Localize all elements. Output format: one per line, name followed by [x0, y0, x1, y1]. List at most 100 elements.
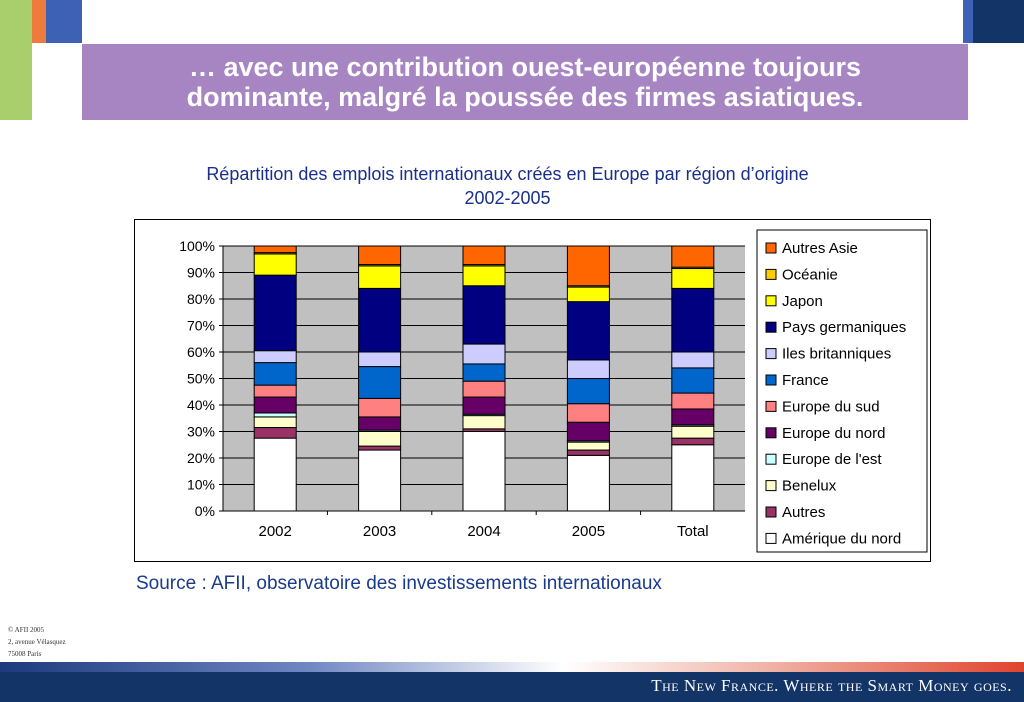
slide-title-line1: … avec une contribution ouest-européenne… — [188, 52, 862, 82]
bar-segment — [566, 245, 610, 287]
legend-swatch — [765, 480, 777, 492]
bar-segment — [358, 445, 402, 451]
legend-label: Europe du nord — [782, 425, 885, 442]
deco-orange-block — [32, 0, 46, 43]
bar-segment — [462, 363, 506, 382]
legend-swatch — [765, 374, 777, 386]
bar-segment — [566, 421, 610, 442]
bar-segment — [253, 427, 297, 439]
footer-bar — [0, 672, 1024, 702]
bar-segment — [253, 437, 297, 512]
bar-segment — [358, 265, 402, 289]
deco-right-green-strip — [968, 43, 1024, 120]
footer-slogan: The New France. Where the Smart Money go… — [651, 676, 1012, 695]
bar-segment — [253, 412, 297, 418]
bar-segment — [671, 408, 715, 426]
legend-swatch — [765, 506, 777, 518]
bar-segment — [462, 431, 506, 512]
legend-swatch — [765, 427, 777, 439]
bar-segment — [253, 396, 297, 414]
deco-right-light-block — [963, 0, 973, 43]
y-tick-label: 80% — [187, 291, 215, 307]
legend-label: Iles britanniques — [782, 346, 891, 363]
bar-segment — [671, 425, 715, 439]
x-tick-label: Total — [677, 523, 709, 540]
bar-segment — [566, 403, 610, 423]
legend-label: France — [782, 372, 829, 389]
legend-label: Autres Asie — [782, 240, 858, 257]
bar-segment — [253, 362, 297, 386]
address-line2: 2, avenue Vélasquez — [8, 638, 66, 646]
legend-swatch — [765, 453, 777, 465]
x-tick-label: 2005 — [572, 523, 605, 540]
bar-segment — [462, 245, 506, 266]
bar-segment — [566, 441, 610, 451]
bar-segment — [358, 366, 402, 399]
legend-swatch — [765, 268, 777, 280]
bar-segment — [253, 245, 297, 254]
bar-segment — [253, 253, 297, 276]
bar-segment — [253, 416, 297, 429]
legend-label: Amérique du nord — [782, 530, 901, 547]
bar-segment — [671, 392, 715, 410]
bar-segment — [462, 415, 506, 430]
legend-label: Océanie — [782, 266, 838, 283]
slide-title-line2: dominante, malgré la poussée des firmes … — [186, 82, 864, 112]
bar-segment — [358, 287, 402, 353]
bar-segment — [566, 286, 610, 303]
bar-segment — [462, 396, 506, 415]
chart-title-line2: 2002-2005 — [464, 188, 551, 208]
bar-segment — [671, 268, 715, 289]
legend-swatch — [765, 348, 777, 360]
x-tick-label: 2004 — [467, 523, 500, 540]
bar-segment — [566, 449, 610, 456]
x-tick-label: 2003 — [363, 523, 396, 540]
address-line3: 75008 Paris — [8, 650, 42, 658]
slide-title: … avec une contribution ouest-européenne… — [82, 44, 968, 120]
bar-segment — [358, 245, 402, 266]
y-tick-label: 20% — [187, 450, 215, 466]
legend-swatch — [765, 242, 777, 254]
stacked-bar-chart: 0% 10% 20% 30% 40% 50% 60% 70% 80% 90% 100% 2002 200… — [179, 229, 928, 553]
bar-segment — [462, 265, 506, 287]
bar-segment — [566, 359, 610, 379]
legend-label: Pays germaniques — [782, 319, 906, 336]
deco-right-navy-block — [973, 0, 1024, 43]
y-tick-label: 50% — [187, 371, 215, 387]
bar-segment — [671, 367, 715, 394]
y-tick-label: 60% — [187, 344, 215, 360]
y-tick-label: 100% — [179, 238, 215, 254]
y-tick-label: 10% — [187, 477, 215, 493]
legend-swatch — [765, 400, 777, 412]
source-note: Source : AFII, observatoire des investis… — [136, 573, 662, 594]
bar-segment — [671, 351, 715, 369]
y-tick-label: 30% — [187, 424, 215, 440]
bar-segment — [566, 301, 610, 361]
bar-segment — [358, 416, 402, 431]
bar-segment — [253, 274, 297, 352]
address-line1: © AFII 2005 — [8, 626, 45, 634]
bar-segment — [462, 343, 506, 365]
bar-segment — [358, 449, 402, 512]
legend-swatch — [765, 321, 777, 333]
chart-title-line1: Répartition des emplois internationaux c… — [206, 164, 809, 184]
bar-segment — [566, 454, 610, 512]
bar-segment — [358, 431, 402, 447]
bar-segment — [253, 350, 297, 364]
bar-segment — [566, 378, 610, 405]
y-tick-label: 0% — [195, 503, 215, 519]
bar-segment — [253, 384, 297, 398]
legend-label: Japon — [782, 293, 823, 310]
deco-blue-block — [46, 0, 82, 43]
legend-swatch — [765, 295, 777, 307]
y-tick-label: 70% — [187, 318, 215, 334]
footer-gradient-band — [0, 662, 1024, 672]
legend-label: Autres — [782, 504, 825, 521]
legend-label: Europe de l'est — [782, 451, 882, 468]
y-tick-label: 90% — [187, 265, 215, 281]
chart-frame: 0% 10% 20% 30% 40% 50% 60% 70% 80% 90% 100% 2002 200… — [134, 219, 931, 562]
legend-label: Benelux — [782, 478, 837, 495]
bar-segment — [671, 444, 715, 512]
bar-segment — [358, 351, 402, 368]
legend-box — [756, 229, 928, 553]
